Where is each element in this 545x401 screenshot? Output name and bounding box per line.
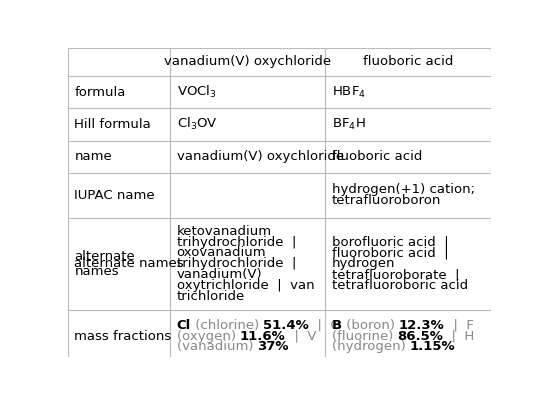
Text: oxytrichloride  |  van: oxytrichloride | van (177, 279, 314, 292)
Text: trihydrochloride  |: trihydrochloride | (177, 235, 296, 249)
Text: IUPAC name: IUPAC name (74, 189, 155, 202)
Text: (vanadium): (vanadium) (177, 340, 257, 353)
Text: tetrafluoroborate  |: tetrafluoroborate | (331, 268, 459, 281)
Text: |  F: | F (445, 319, 474, 332)
Text: (fluorine): (fluorine) (331, 330, 397, 342)
Text: trihydrochloride  |: trihydrochloride | (177, 257, 296, 270)
Text: trichloride: trichloride (177, 290, 245, 303)
Text: (boron): (boron) (342, 319, 399, 332)
Text: fluoboric acid: fluoboric acid (331, 150, 422, 163)
Text: $\mathregular{HBF_4}$: $\mathregular{HBF_4}$ (331, 85, 366, 99)
Text: fluoroboric acid  |: fluoroboric acid | (331, 246, 448, 259)
Text: $\mathregular{BF_4H}$: $\mathregular{BF_4H}$ (331, 117, 365, 132)
Text: 37%: 37% (257, 340, 289, 353)
Text: tetrafluoroboric acid: tetrafluoroboric acid (331, 279, 468, 292)
Text: vanadium(V) oxychloride: vanadium(V) oxychloride (165, 55, 331, 69)
Text: formula: formula (74, 85, 126, 99)
Text: 11.6%: 11.6% (240, 330, 286, 342)
Text: tetrafluoroboron: tetrafluoroboron (331, 194, 441, 207)
Text: vanadium(V) oxychloride: vanadium(V) oxychloride (177, 150, 344, 163)
Text: hydrogen(+1) cation;: hydrogen(+1) cation; (331, 183, 475, 196)
Text: B: B (331, 319, 342, 332)
Text: Cl: Cl (177, 319, 191, 332)
Text: (chlorine): (chlorine) (191, 319, 263, 332)
Text: Hill formula: Hill formula (74, 118, 151, 131)
Text: |  V: | V (286, 330, 316, 342)
Text: alternate names: alternate names (74, 257, 184, 270)
Text: alternate
names: alternate names (74, 250, 135, 278)
Text: name: name (74, 150, 112, 163)
Text: |  O: | O (309, 319, 341, 332)
Text: 12.3%: 12.3% (399, 319, 445, 332)
Text: $\mathregular{VOCl_3}$: $\mathregular{VOCl_3}$ (177, 84, 216, 100)
Text: 86.5%: 86.5% (397, 330, 443, 342)
Text: |  H: | H (443, 330, 474, 342)
Text: borofluoric acid  |: borofluoric acid | (331, 235, 448, 249)
Text: oxovanadium: oxovanadium (177, 246, 267, 259)
Text: $\mathregular{Cl_3OV}$: $\mathregular{Cl_3OV}$ (177, 116, 217, 132)
Text: hydrogen: hydrogen (331, 257, 395, 270)
Text: (hydrogen): (hydrogen) (331, 340, 410, 353)
Text: ketovanadium: ketovanadium (177, 225, 272, 238)
Text: mass fractions: mass fractions (74, 330, 172, 342)
Text: fluoboric acid: fluoboric acid (363, 55, 453, 69)
Text: vanadium(V): vanadium(V) (177, 268, 262, 281)
Text: (oxygen): (oxygen) (177, 330, 240, 342)
Text: 1.15%: 1.15% (410, 340, 455, 353)
Text: 51.4%: 51.4% (263, 319, 309, 332)
